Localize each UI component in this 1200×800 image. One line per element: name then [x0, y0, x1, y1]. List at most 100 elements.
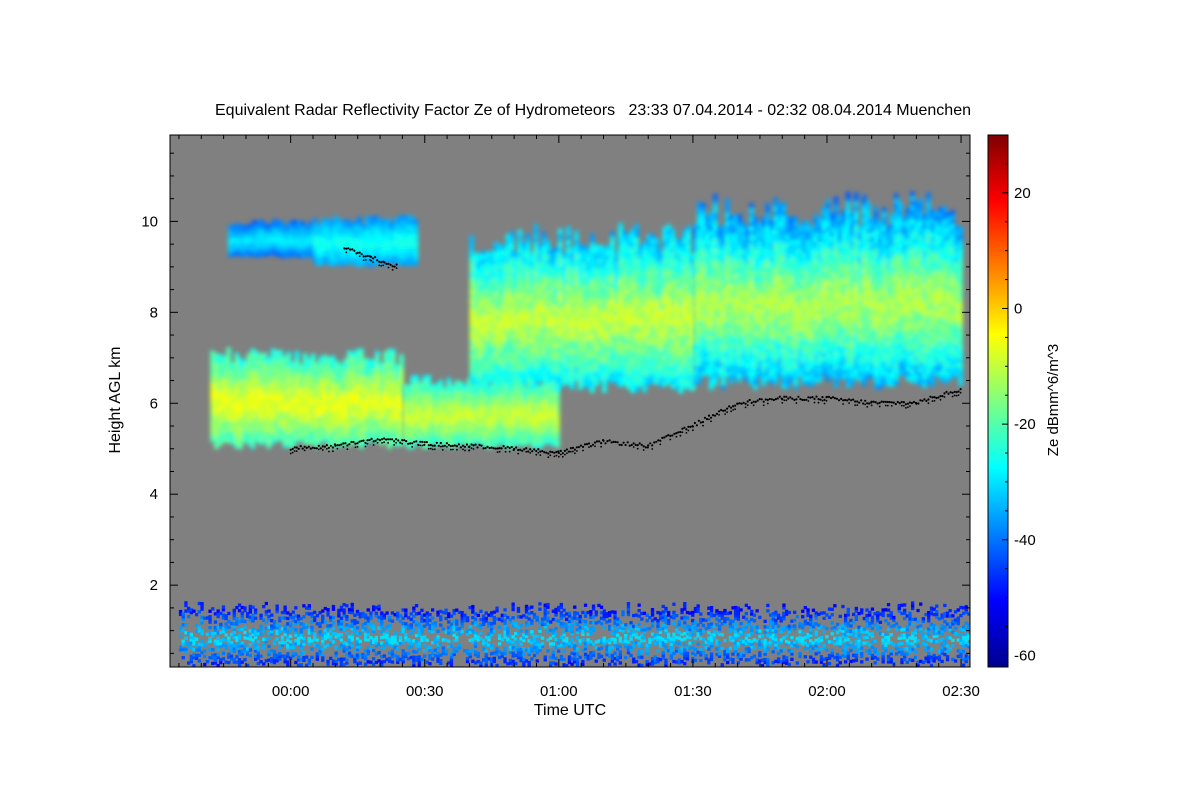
heat-cell [829, 240, 835, 246]
heat-cell [489, 291, 495, 297]
heat-cell [918, 203, 923, 209]
heat-cell [725, 339, 730, 345]
heat-cell [541, 250, 547, 256]
heat-cell [541, 241, 547, 247]
heat-cell [646, 279, 651, 285]
heat-cell [789, 225, 794, 231]
heat-cell [574, 308, 579, 314]
heat-cell [485, 270, 491, 276]
heat-cell [218, 372, 223, 378]
heat-cell [865, 233, 871, 239]
heat-cell [922, 369, 927, 375]
heat-cell [696, 256, 702, 262]
heat-cell [696, 270, 702, 276]
heat-cell [757, 345, 762, 351]
heat-cell [598, 349, 603, 355]
heat-cell [833, 296, 839, 302]
heat-cell [837, 297, 843, 303]
heat-cell [232, 237, 237, 243]
heat-cell [610, 372, 615, 378]
heat-cell [228, 234, 233, 240]
heat-cell [781, 324, 786, 330]
heat-cell [218, 358, 223, 364]
heat-cell [650, 233, 655, 239]
heat-cell [557, 274, 563, 280]
heat-cell [861, 249, 867, 255]
heat-cell [902, 234, 907, 240]
heat-cell [922, 283, 927, 289]
heat-cell [226, 424, 231, 430]
heat-cell [777, 217, 782, 223]
heat-cell [757, 227, 762, 233]
heat-cell [918, 357, 923, 363]
heat-cell [906, 375, 911, 381]
heat-cell [501, 318, 507, 324]
heat-cell [513, 297, 519, 303]
heat-cell [393, 222, 399, 228]
heat-cell [821, 220, 827, 226]
heat-cell [793, 261, 799, 267]
heat-cell [946, 348, 951, 354]
heat-cell [713, 234, 718, 240]
heat-cell [861, 272, 867, 278]
heat-cell [894, 239, 899, 245]
heat-cell [761, 226, 766, 232]
heat-cell [308, 225, 314, 231]
heat-cell [618, 336, 623, 342]
heat-cell [505, 334, 511, 340]
heat-cell [825, 376, 831, 382]
heat-cell [717, 248, 722, 254]
heat-cell [541, 322, 547, 328]
heat-cell [606, 268, 611, 274]
heat-cell [252, 247, 257, 253]
heat-cell [877, 320, 883, 326]
heat-cell [481, 331, 487, 337]
heat-cell [686, 325, 692, 331]
heat-cell [696, 333, 702, 339]
heat-cell [741, 321, 746, 327]
heat-cell [696, 302, 702, 308]
heat-cell [877, 270, 883, 276]
heat-cell [545, 313, 551, 319]
heat-cell [642, 273, 647, 279]
heat-cell [666, 310, 672, 316]
heat-cell [781, 288, 786, 294]
heat-cell [246, 407, 251, 413]
heat-cell [837, 361, 843, 367]
heat-cell [910, 350, 915, 356]
heat-cell [894, 220, 899, 226]
heat-cell [926, 256, 931, 262]
heat-cell [801, 293, 807, 299]
heat-cell [950, 264, 955, 270]
heat-cell [713, 193, 718, 199]
heat-cell [797, 335, 803, 341]
heat-cell [725, 230, 730, 236]
heat-cell [373, 238, 378, 244]
heat-cell [401, 260, 407, 266]
heat-cell [849, 344, 855, 350]
heat-cell [741, 285, 746, 291]
heat-cell [809, 290, 815, 296]
heat-cell [521, 370, 527, 376]
heat-cell [541, 345, 547, 351]
heat-cell [686, 248, 692, 254]
heat-cell [865, 346, 871, 352]
heat-cell [574, 262, 579, 268]
heat-cell [733, 360, 738, 366]
heat-cell [865, 246, 871, 252]
heat-cell [256, 247, 261, 253]
heat-cell [377, 254, 382, 260]
heat-cell [721, 253, 726, 259]
heat-cell [574, 358, 579, 364]
heat-cell [234, 411, 239, 417]
heat-cell [845, 382, 851, 388]
heat-cell [958, 235, 963, 241]
heat-cell [841, 300, 847, 306]
heat-cell [606, 377, 611, 383]
heat-cell [873, 343, 879, 349]
heat-cell [610, 322, 615, 328]
heat-cell [894, 261, 899, 267]
heat-cell [733, 342, 738, 348]
heat-cell [473, 253, 479, 259]
heat-cell [745, 372, 750, 378]
